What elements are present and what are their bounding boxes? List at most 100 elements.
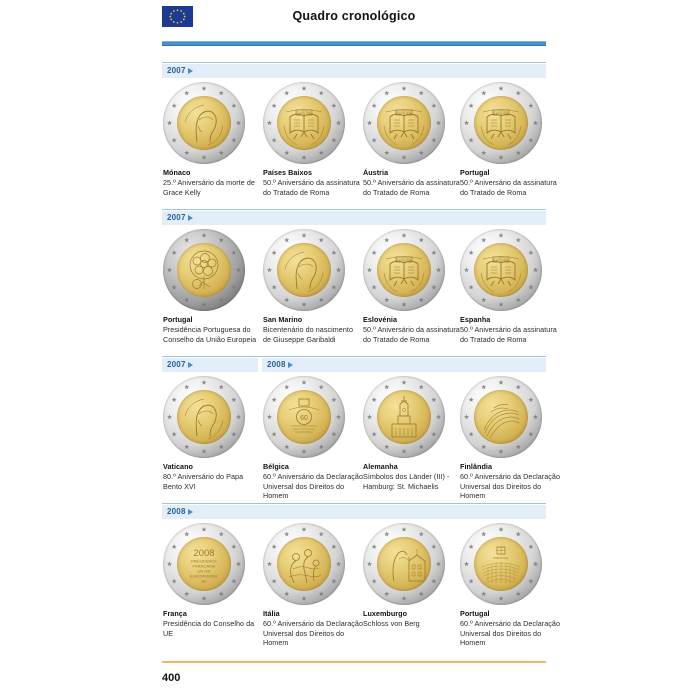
netherlands-treaty-of-rome-coin[interactable]: EUROPA [263, 82, 345, 164]
luxembourg-schloss-von-berg-coin[interactable] [363, 523, 445, 605]
coin-caption: Mónaco 25.º Aniversário da morte de Grace… [163, 168, 263, 197]
vatican-pope-benedict-coin[interactable] [163, 376, 245, 458]
triangle-right-icon [188, 362, 193, 368]
coin-stars-icon [263, 229, 345, 311]
page-title: Quadro cronológico [292, 9, 416, 23]
coin-inner-disc [377, 537, 431, 591]
portugal-eu-presidency-coin[interactable] [163, 229, 245, 311]
coin-stars-icon [263, 376, 345, 458]
svg-text:EUROPA: EUROPA [397, 258, 413, 262]
finland-human-rights-coin[interactable] [460, 376, 542, 458]
coin-caption: Portugal 60.º Aniversário da Declaração U… [460, 609, 560, 648]
coin-country-label: Finlândia [460, 462, 492, 471]
coin-country-label: Itália [263, 609, 280, 618]
svg-text:EUROPEENNE: EUROPEENNE [190, 574, 218, 579]
coin-description: 60.º Aniversário da Declaração Universal… [460, 472, 561, 501]
svg-text:60: 60 [300, 415, 308, 422]
slovenia-treaty-of-rome-coin[interactable]: EUROPA [363, 229, 445, 311]
coin-stars-icon [163, 376, 245, 458]
san-marino-garibaldi-coin[interactable] [263, 229, 345, 311]
svg-text:UN ON: UN ON [198, 569, 211, 574]
row-separator [162, 62, 546, 63]
portugal-treaty-of-rome-coin[interactable]: EUROPA [460, 82, 542, 164]
belgium-human-rights-coin[interactable]: 60 [263, 376, 345, 458]
svg-text:PRÉSIDENCE: PRÉSIDENCE [191, 559, 217, 564]
year-label: 2008 [167, 507, 186, 516]
year-band[interactable]: 2007 [162, 211, 546, 225]
coin-stars-icon [460, 229, 542, 311]
svg-text:EUROPA: EUROPA [494, 258, 510, 262]
coin-caption: San Marino Bicentenário do nascimento de … [263, 315, 363, 344]
coin-description: 50.º Aniversário da assinatura do Tratad… [363, 178, 460, 197]
coin-description: 50.º Aniversário da assinatura do Tratad… [460, 325, 557, 344]
coin-description: Bicentenário do nascimento de Giuseppe G… [263, 325, 353, 344]
year-label: 2007 [167, 360, 186, 369]
coin-description: 25.º Aniversário da morte de Grace Kelly [163, 178, 255, 197]
coin-caption: França Presidência do Conselho da UE [163, 609, 263, 638]
coin-description: 60.º Aniversário da Declaração Universal… [460, 619, 561, 648]
coin-stars-icon [163, 82, 245, 164]
coin-caption: Espanha 50.º Aniversário da assinatura do… [460, 315, 560, 344]
coin-stars-icon [460, 376, 542, 458]
austria-treaty-of-rome-coin[interactable]: EUROPA [363, 82, 445, 164]
coin-inner-disc [177, 390, 231, 444]
coin-caption: Itália 60.º Aniversário da Declaração Uni… [263, 609, 363, 648]
row-separator [162, 209, 546, 210]
coin-stars-icon [363, 523, 445, 605]
coin-caption: Países Baixos 50.º Aniversário da assinat… [263, 168, 363, 197]
coin-caption: Vaticano 80.º Aniversário do Papa Bento X… [163, 462, 263, 491]
germany-hamburg-michaelis-coin[interactable] [363, 376, 445, 458]
coin-inner-disc [177, 243, 231, 297]
year-band[interactable]: 2007 [162, 358, 258, 372]
coin-caption: Portugal 50.º Aniversário da assinatura d… [460, 168, 560, 197]
coin-country-label: Áustria [363, 168, 389, 177]
coin-description: 50.º Aniversário da assinatura do Tratad… [263, 178, 360, 197]
svg-text:FRANÇAISE: FRANÇAISE [193, 564, 216, 569]
coin-caption: Portugal Presidência Portuguesa do Consel… [163, 315, 263, 344]
triangle-right-icon [188, 215, 193, 221]
year-band[interactable]: 2007 [162, 64, 546, 78]
year-band[interactable]: 2008 [162, 505, 546, 519]
portugal-human-rights-coin[interactable]: PORTUGAL [460, 523, 542, 605]
coin-inner-disc: 2008 PRÉSIDENCE FRANÇAISE UN ON EUROPEENNE RF [177, 537, 231, 591]
monaco-grace-kelly-coin[interactable] [163, 82, 245, 164]
svg-text:RF: RF [201, 579, 207, 584]
svg-text:EUROPA: EUROPA [397, 111, 413, 115]
coin-caption: Áustria 50.º Aniversário da assinatura do… [363, 168, 463, 197]
coin-stars-icon [163, 229, 245, 311]
coin-description: 50.º Aniversário da assinatura do Tratad… [363, 325, 460, 344]
coin-description: 80.º Aniversário do Papa Bento XVI [163, 472, 244, 491]
triangle-right-icon [188, 68, 193, 74]
coin-country-label: Países Baixos [263, 168, 312, 177]
coin-description: 60.º Aniversário da Declaração Universal… [263, 619, 364, 648]
coin-stars-icon [163, 523, 245, 605]
italy-human-rights-coin[interactable] [263, 523, 345, 605]
coin-stars-icon [363, 376, 445, 458]
year-band[interactable]: 2008 [262, 358, 546, 372]
triangle-right-icon [188, 509, 193, 515]
coin-caption: Bélgica 60.º Aniversário da Declaração Un… [263, 462, 363, 501]
svg-text:2008: 2008 [193, 548, 214, 559]
coin-description: 60.º Aniversário da Declaração Universal… [263, 472, 364, 501]
coin-stars-icon [460, 82, 542, 164]
coin-inner-disc [474, 390, 528, 444]
svg-text:PORTUGAL: PORTUGAL [493, 556, 509, 560]
triangle-right-icon [288, 362, 293, 368]
coin-country-label: Eslovénia [363, 315, 398, 324]
coin-description: Símbolos dos Länder (III) - Hamburg: St.… [363, 472, 450, 491]
coin-country-label: França [163, 609, 187, 618]
year-label: 2008 [267, 360, 286, 369]
row-separator [162, 356, 546, 357]
header-accent-bar [162, 41, 546, 46]
coin-description: Presidência do Conselho da UE [163, 619, 255, 638]
coin-description: Presidência Portuguesa do Conselho da Un… [163, 325, 257, 344]
coin-inner-disc: EUROPA [474, 96, 528, 150]
coin-inner-disc: EUROPA [277, 96, 331, 150]
footer-accent-bar [162, 661, 546, 663]
coin-inner-disc: PORTUGAL [474, 537, 528, 591]
france-eu-presidency-coin[interactable]: 2008 PRÉSIDENCE FRANÇAISE UN ON EUROPEENNE RF [163, 523, 245, 605]
coin-caption: Finlândia 60.º Aniversário da Declaração … [460, 462, 560, 501]
spain-treaty-of-rome-coin[interactable]: EUROPA [460, 229, 542, 311]
year-label: 2007 [167, 66, 186, 75]
